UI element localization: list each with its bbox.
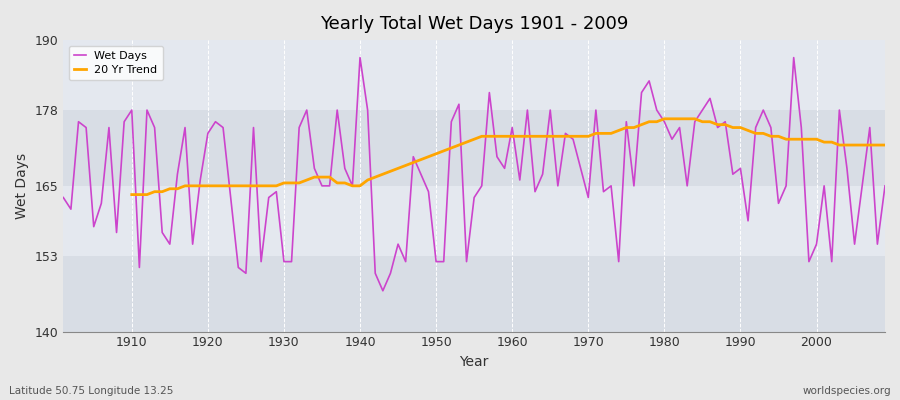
Bar — [63, 110, 885, 186]
Wet Days — [515, 178, 526, 182]
Bar — [63, 256, 885, 332]
20 Yr Trend — [826, 140, 837, 144]
Text: worldspecies.org: worldspecies.org — [803, 386, 891, 396]
20 Yr Trend — [126, 192, 137, 197]
X-axis label: Year: Year — [460, 355, 489, 369]
Wet Days — [377, 288, 388, 293]
Wet Days — [58, 195, 68, 200]
Wet Days — [332, 108, 343, 112]
Title: Yearly Total Wet Days 1901 - 2009: Yearly Total Wet Days 1901 - 2009 — [320, 15, 628, 33]
Bar — [63, 40, 885, 110]
20 Yr Trend — [302, 178, 312, 182]
20 Yr Trend — [850, 143, 860, 148]
Line: 20 Yr Trend: 20 Yr Trend — [131, 119, 885, 194]
Text: Latitude 50.75 Longitude 13.25: Latitude 50.75 Longitude 13.25 — [9, 386, 174, 396]
Y-axis label: Wet Days: Wet Days — [15, 153, 29, 219]
20 Yr Trend — [879, 143, 890, 148]
Bar — [63, 186, 885, 256]
Wet Days — [522, 108, 533, 112]
20 Yr Trend — [575, 134, 586, 139]
Wet Days — [286, 259, 297, 264]
20 Yr Trend — [659, 116, 670, 121]
20 Yr Trend — [271, 184, 282, 188]
20 Yr Trend — [515, 134, 526, 139]
Wet Days — [879, 184, 890, 188]
Line: Wet Days: Wet Days — [63, 58, 885, 291]
Wet Days — [119, 119, 130, 124]
Legend: Wet Days, 20 Yr Trend: Wet Days, 20 Yr Trend — [68, 46, 163, 80]
Wet Days — [355, 55, 365, 60]
Wet Days — [613, 259, 624, 264]
